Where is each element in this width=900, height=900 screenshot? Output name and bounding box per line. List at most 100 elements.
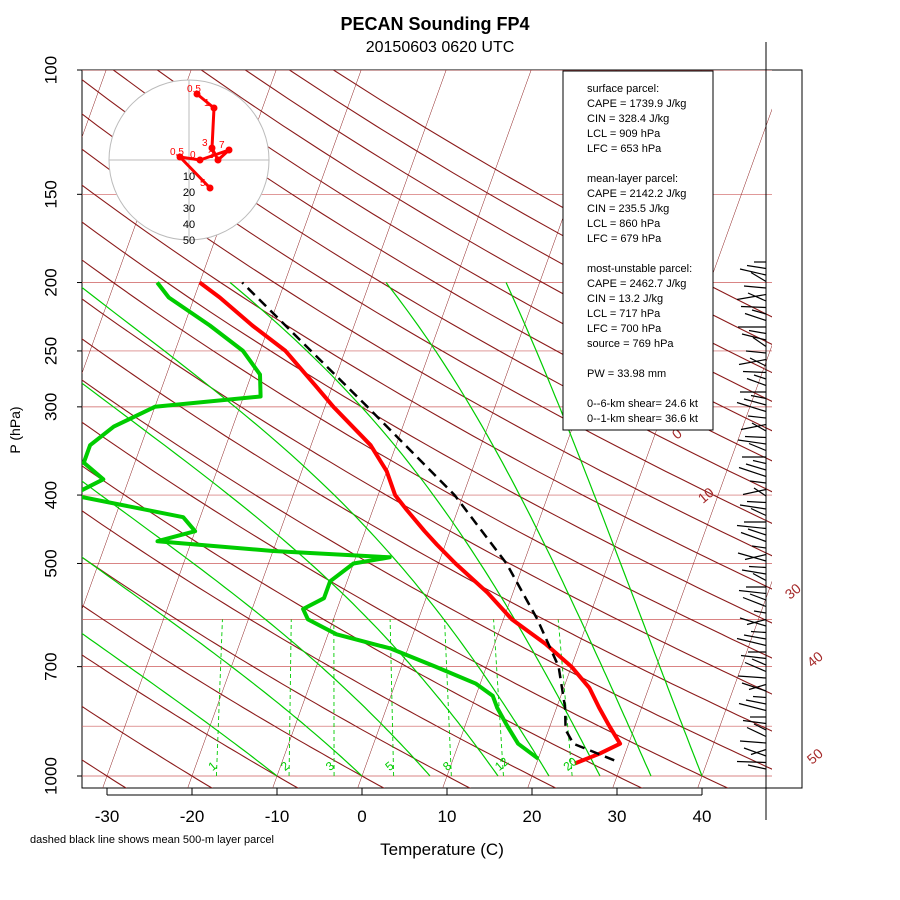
moist-adiabat (82, 556, 363, 777)
hodograph-ring-label: 20 (183, 187, 195, 199)
hodograph-point-label: 0.5 (187, 84, 201, 95)
dry-adiabat (82, 221, 772, 624)
y-tick-label: 500 (41, 549, 60, 577)
wind-barb (750, 630, 767, 634)
y-tick-label: 250 (41, 337, 60, 365)
wind-barb (753, 723, 767, 731)
wind-barb (751, 545, 767, 549)
x-tick-label: -30 (95, 807, 120, 826)
mixing-ratio-line (389, 619, 395, 777)
wind-barb (747, 292, 767, 302)
x-axis-title: Temperature (C) (380, 840, 504, 859)
wind-barb (743, 634, 767, 640)
moist-adiabat (505, 282, 703, 777)
stats-line: surface parcel: (587, 83, 659, 95)
x-tick-label: -10 (265, 807, 290, 826)
stats-line: LCL = 717 hPa (587, 308, 661, 320)
moist-adiabat (385, 282, 652, 777)
wind-barb (753, 487, 767, 497)
wind-barb (749, 480, 767, 484)
wind-barb (741, 333, 767, 341)
y-tick-label: 400 (41, 481, 60, 509)
wind-barb (736, 760, 767, 764)
chart-subtitle: 20150603 0620 UTC (366, 39, 515, 56)
wind-barb (751, 309, 767, 315)
parcel-stats-box: surface parcel: CAPE = 1739.9 J/kg CIN = 3… (562, 70, 714, 431)
wind-barb (752, 572, 767, 582)
isotherm-line (612, 344, 772, 788)
wind-barb (743, 285, 767, 289)
dry-adiabat (82, 465, 643, 788)
stats-line: LCL = 860 hPa (587, 218, 661, 230)
y-tick-label: 200 (41, 268, 60, 296)
hodograph-point-label: 1 (204, 98, 210, 109)
stats-line: 0--6-km shear= 24.6 kt (587, 398, 698, 410)
moist-adiabat (229, 282, 601, 777)
wind-barb (748, 329, 767, 335)
wind-barb (739, 617, 767, 627)
parcel-line (241, 281, 615, 762)
wind-barb (752, 695, 767, 699)
wind-barb (750, 271, 767, 283)
dry-adiabat (82, 298, 772, 695)
wind-barb (744, 435, 767, 439)
y-tick-label: 100 (41, 56, 60, 84)
x-tick-label: 10 (438, 807, 457, 826)
wind-barb (747, 415, 767, 419)
footnote: dashed black line shows mean 500-m layer… (30, 834, 274, 846)
y-tick-label: 700 (41, 652, 60, 680)
dry-adiabat (82, 604, 385, 788)
dry-adiabat (82, 705, 213, 788)
wind-barb (744, 661, 767, 673)
wind-barb (747, 764, 767, 770)
dry-adiabat (245, 70, 772, 374)
wind-barb (742, 596, 767, 608)
wind-barb (736, 637, 767, 647)
wind-barb (737, 439, 767, 445)
mixing-ratio-label: 20 (561, 754, 580, 774)
moist-adiabat (82, 632, 278, 777)
isotherm-line (102, 70, 362, 788)
moist-adiabat (82, 480, 431, 777)
wind-barb (739, 504, 767, 510)
wind-barb (742, 488, 767, 496)
hodograph-point (176, 153, 184, 161)
dry-adiabat (82, 113, 772, 524)
dry-adiabat-label: 40 (804, 648, 826, 670)
hodograph-point-label: 7 (219, 140, 225, 151)
wind-barb (738, 358, 767, 366)
wind-barb (738, 466, 767, 478)
x-tick-label: 20 (523, 807, 542, 826)
dry-adiabat (82, 510, 557, 788)
wind-barb (744, 312, 767, 322)
wind-barb (745, 350, 767, 354)
wind-barb (745, 463, 767, 471)
mixing-ratio-line (215, 619, 223, 777)
y-tick-label: 1000 (41, 757, 60, 795)
y-tick-label: 150 (41, 180, 60, 208)
wind-barb (751, 422, 767, 432)
stats-line: 0--1-km shear= 36.6 kt (587, 413, 698, 425)
dry-adiabat (82, 421, 729, 788)
data-layer (82, 280, 623, 766)
wind-barb (740, 305, 767, 309)
stats-line: most-unstable parcel: (587, 263, 692, 275)
wind-barb (740, 423, 767, 431)
hodograph-point-label: 5 (200, 178, 206, 189)
stats-line: CIN = 235.5 J/kg (587, 203, 669, 215)
dry-adiabat (82, 148, 772, 557)
wind-barb (752, 459, 767, 465)
stats-line: LFC = 700 hPa (587, 323, 662, 335)
dry-adiabat (157, 70, 772, 432)
hodograph-point (214, 156, 222, 164)
dry-adiabat (82, 184, 772, 590)
wind-barb (740, 654, 767, 660)
wind-barb (749, 593, 767, 601)
x-tick-label: -20 (180, 807, 205, 826)
hodograph-point-label: 0.5 (170, 147, 184, 158)
stats-line: CAPE = 2142.2 J/kg (587, 188, 686, 200)
wind-barb (741, 569, 767, 575)
hodograph-point (225, 146, 233, 154)
moist-adiabat (82, 382, 499, 777)
